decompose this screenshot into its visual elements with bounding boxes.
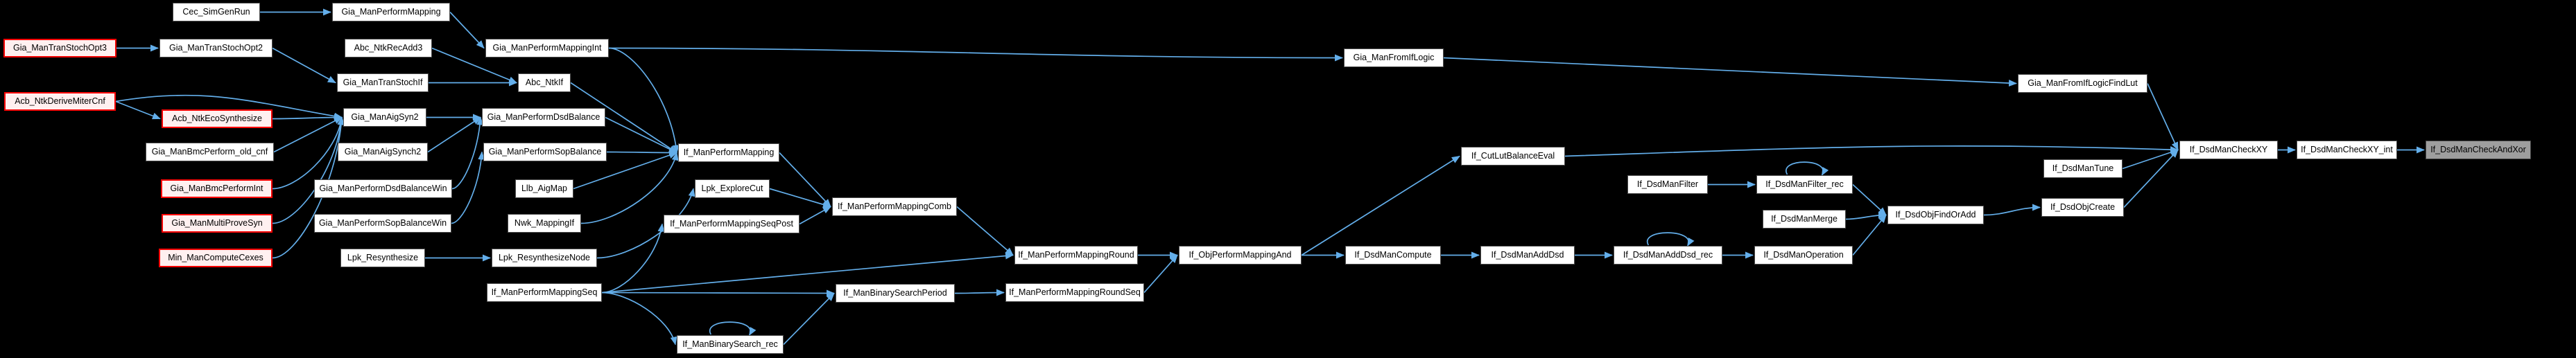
edge-Gia_ManBmcPerform_old_cnf-to-Gia_ManAigSyn2: [273, 116, 343, 153]
edge-Gia_ManPerformSopBalance-to-If_ManPerformMapping: [606, 149, 677, 156]
graph-node-Gia_ManTranStochOpt2[interactable]: Gia_ManTranStochOpt2: [159, 39, 273, 57]
edge-If_DsdManOperation-to-If_DsdObjFindOrAdd: [1852, 214, 1887, 256]
edge-Gia_ManPerformSopBalanceWin-to-Gia_ManPerformSopBalance: [451, 151, 485, 224]
edge-If_DsdManTune-to-If_DsdManCheckXY: [2122, 149, 2179, 170]
edge-Gia_ManPerformMapping-to-Gia_ManPerformMappingInt: [449, 11, 485, 49]
graph-node-Gia_ManMultiProveSyn[interactable]: Gia_ManMultiProveSyn: [162, 214, 273, 233]
graph-node-Gia_ManPerformMapping[interactable]: Gia_ManPerformMapping: [332, 3, 450, 21]
edge-Gia_ManPerformMappingInt-to-Gia_ManFromIfLogic: [608, 47, 1343, 62]
graph-node-If_DsdManCheckXY[interactable]: If_DsdManCheckXY: [2179, 141, 2278, 159]
edge-If_ManPerformMappingSeq-to-If_ManBinarySearch_rec: [601, 292, 677, 346]
graph-node-Gia_ManPerformDsdBalanceWin[interactable]: Gia_ManPerformDsdBalanceWin: [314, 179, 452, 198]
edge-Lpk_ResynthesizeNode-to-Lpk_ExploreCut: [596, 188, 695, 259]
graph-node-If_DsdManAddDsd_rec[interactable]: If_DsdManAddDsd_rec: [1614, 246, 1722, 265]
graph-node-If_ManPerformMappingSeq[interactable]: If_ManPerformMappingSeq: [487, 283, 602, 302]
graph-node-Gia_ManTranStochIf[interactable]: Gia_ManTranStochIf: [337, 73, 429, 92]
graph-node-Abc_NtkIf[interactable]: Abc_NtkIf: [518, 73, 571, 92]
edge-If_ObjPerformMappingAnd-to-If_CutLutBalanceEval: [1301, 155, 1460, 256]
edge-Acb_NtkDeriveMiterCnf-to-Acb_NtkEcoSynthesize: [115, 100, 161, 120]
graph-node-Gia_ManTranStochOpt3[interactable]: Gia_ManTranStochOpt3: [3, 39, 116, 57]
edge-If_ManPerformMappingRoundSeq-to-If_ObjPerformMappingAnd: [1143, 254, 1178, 294]
edge-Gia_ManPerformDsdBalanceWin-to-Gia_ManPerformDsdBalance: [451, 116, 484, 190]
graph-node-Gia_ManPerformDsdBalance[interactable]: Gia_ManPerformDsdBalance: [482, 108, 605, 127]
graph-node-If_DsdManCompute[interactable]: If_DsdManCompute: [1345, 246, 1441, 265]
graph-node-Min_ManComputeCexes[interactable]: Min_ManComputeCexes: [159, 249, 273, 267]
graph-node-Cec_SimGenRun[interactable]: Cec_SimGenRun: [173, 3, 260, 21]
edge-Gia_ManFromIfLogicFindLut-to-If_DsdManCheckXY: [2147, 83, 2179, 151]
edge-If_ManPerformMappingSeq-to-If_ManBinarySearchPeriod: [601, 289, 835, 297]
graph-node-If_DsdManFilter_rec[interactable]: If_DsdManFilter_rec: [1756, 175, 1853, 194]
graph-node-If_ManPerformMappingSeqPost[interactable]: If_ManPerformMappingSeqPost: [664, 215, 799, 233]
edge-Gia_ManPerformMappingInt-to-If_ManPerformMapping: [608, 47, 680, 154]
graph-node-Gia_ManAigSynch2[interactable]: Gia_ManAigSynch2: [338, 143, 428, 161]
graph-node-If_DsdManCheckXY_int[interactable]: If_DsdManCheckXY_int: [2297, 141, 2397, 159]
edge-Gia_ManTranStochOpt2-to-Gia_ManTranStochIf: [272, 47, 336, 84]
graph-node-If_DsdManAddDsd[interactable]: If_DsdManAddDsd: [1480, 246, 1575, 265]
edge-If_ManBinarySearch_rec-to-If_ManBinarySearch_rec: [709, 321, 757, 336]
graph-node-Nwk_MappingIf[interactable]: Nwk_MappingIf: [508, 214, 581, 233]
edge-Gia_ManAigSynch2-to-Gia_ManPerformDsdBalance: [427, 116, 481, 153]
edge-If_DsdManMerge-to-If_DsdObjFindOrAdd: [1845, 211, 1887, 220]
graph-node-Lpk_Resynthesize[interactable]: Lpk_Resynthesize: [340, 249, 425, 267]
edge-If_DsdObjCreate-to-If_DsdManCheckXY: [2123, 149, 2179, 208]
graph-node-Acb_NtkDeriveMiterCnf[interactable]: Acb_NtkDeriveMiterCnf: [4, 92, 116, 111]
graph-node-If_ManPerformMappingComb[interactable]: If_ManPerformMappingComb: [832, 197, 957, 216]
graph-node-Gia_ManPerformSopBalanceWin[interactable]: Gia_ManPerformSopBalanceWin: [314, 214, 451, 233]
graph-node-If_DsdManMerge[interactable]: If_DsdManMerge: [1763, 210, 1846, 229]
graph-node-Lpk_ResynthesizeNode[interactable]: Lpk_ResynthesizeNode: [492, 249, 597, 267]
graph-node-Gia_ManBmcPerform_old_cnf[interactable]: Gia_ManBmcPerform_old_cnf: [146, 143, 274, 161]
graph-node-If_DsdManCheckAndXor[interactable]: If_DsdManCheckAndXor: [2426, 141, 2531, 159]
graph-node-Llb_AigMap[interactable]: Llb_AigMap: [515, 179, 573, 198]
graph-node-Abc_NtkRecAdd3[interactable]: Abc_NtkRecAdd3: [345, 39, 432, 57]
graph-node-Gia_ManAigSyn2[interactable]: Gia_ManAigSyn2: [343, 108, 426, 127]
graph-node-If_DsdManTune[interactable]: If_DsdManTune: [2043, 159, 2123, 178]
graph-node-Gia_ManPerformSopBalance[interactable]: Gia_ManPerformSopBalance: [483, 143, 607, 161]
graph-node-If_DsdManOperation[interactable]: If_DsdManOperation: [1754, 246, 1853, 265]
graph-node-Gia_ManFromIfLogic[interactable]: Gia_ManFromIfLogic: [1344, 48, 1444, 67]
graph-node-If_ManBinarySearchPeriod[interactable]: If_ManBinarySearchPeriod: [836, 284, 955, 303]
edge-Nwk_MappingIf-to-If_ManPerformMapping: [580, 152, 679, 224]
edge-If_ManPerformMappingComb-to-If_ManPerformMappingRound: [956, 206, 1014, 256]
graph-node-Gia_ManFromIfLogicFindLut[interactable]: Gia_ManFromIfLogicFindLut: [2018, 74, 2147, 93]
edge-If_DsdManFilter_rec-to-If_DsdManFilter_rec: [1785, 161, 1829, 176]
graph-node-Gia_ManBmcPerformInt[interactable]: Gia_ManBmcPerformInt: [161, 179, 273, 198]
graph-node-If_DsdObjFindOrAdd[interactable]: If_DsdObjFindOrAdd: [1887, 206, 1984, 224]
edge-If_DsdManFilter_rec-to-If_DsdObjFindOrAdd: [1852, 184, 1887, 216]
edge-Acb_NtkDeriveMiterCnf-to-Gia_ManAigSyn2: [115, 94, 343, 120]
edge-Gia_ManBmcPerformInt-to-Gia_ManAigSyn2: [272, 116, 345, 190]
edge-If_ManBinarySearch_rec-to-If_ManBinarySearchPeriod: [783, 292, 835, 346]
graph-node-If_DsdManFilter[interactable]: If_DsdManFilter: [1627, 175, 1708, 194]
graph-node-If_CutLutBalanceEval[interactable]: If_CutLutBalanceEval: [1461, 147, 1565, 165]
edge-If_ManPerformMappingSeqPost-to-If_ManPerformMappingComb: [799, 206, 831, 225]
edge-If_ManPerformMappingSeq-to-If_ManPerformMappingSeqPost: [601, 223, 665, 294]
edge-If_ManBinarySearchPeriod-to-If_ManPerformMappingRoundSeq: [954, 289, 1005, 296]
graph-node-Lpk_ExploreCut[interactable]: Lpk_ExploreCut: [695, 179, 770, 198]
edge-If_DsdManAddDsd_rec-to-If_DsdManAddDsd_rec: [1646, 232, 1695, 247]
graph-node-If_ManPerformMappingRoundSeq[interactable]: If_ManPerformMappingRoundSeq: [1005, 283, 1144, 302]
edge-Acb_NtkEcoSynthesize-to-Gia_ManAigSyn2: [272, 114, 343, 121]
graph-node-If_ManPerformMapping[interactable]: If_ManPerformMapping: [678, 143, 779, 162]
edge-Gia_ManFromIfLogic-to-Gia_ManFromIfLogicFindLut: [1443, 57, 2017, 87]
graph-node-If_ObjPerformMappingAnd[interactable]: If_ObjPerformMappingAnd: [1179, 246, 1302, 265]
graph-node-If_ManBinarySearch_rec[interactable]: If_ManBinarySearch_rec: [677, 335, 784, 354]
edge-If_ManPerformMapping-to-If_ManPerformMappingComb: [779, 152, 831, 208]
graph-node-If_DsdObjCreate[interactable]: If_DsdObjCreate: [2041, 198, 2124, 217]
edge-If_DsdObjFindOrAdd-to-If_DsdObjCreate: [1983, 204, 2041, 216]
edge-If_CutLutBalanceEval-to-If_DsdManCheckXY: [1564, 145, 2179, 157]
edge-If_ManPerformMappingSeq-to-If_ManPerformMappingRound: [601, 252, 1014, 294]
edge-Llb_AigMap-to-If_ManPerformMapping: [573, 152, 677, 190]
graph-node-If_ManPerformMappingRound[interactable]: If_ManPerformMappingRound: [1014, 246, 1138, 265]
edge-Abc_NtkRecAdd3-to-Abc_NtkIf: [431, 47, 517, 84]
graph-node-Gia_ManPerformMappingInt[interactable]: Gia_ManPerformMappingInt: [485, 39, 609, 57]
graph-node-Acb_NtkEcoSynthesize[interactable]: Acb_NtkEcoSynthesize: [162, 109, 273, 128]
edge-Gia_ManPerformDsdBalance-to-If_ManPerformMapping: [605, 116, 677, 154]
edge-Lpk_ExploreCut-to-If_ManPerformMappingComb: [769, 188, 831, 208]
edge-Abc_NtkIf-to-If_ManPerformMapping: [570, 82, 677, 154]
